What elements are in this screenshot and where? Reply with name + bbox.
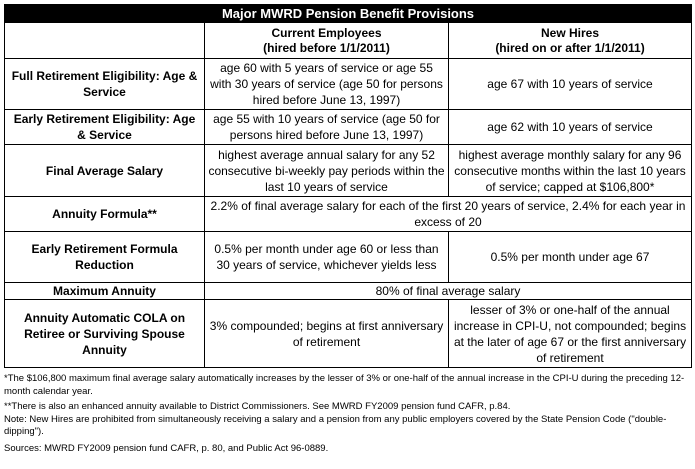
row-label-maximum-annuity: Maximum Annuity [4, 282, 205, 300]
table-row: Early Retirement Eligibility: Age & Serv… [4, 109, 693, 145]
table-row: Maximum Annuity 80% of final average sal… [4, 282, 693, 300]
table-title-row: Major MWRD Pension Benefit Provisions [3, 4, 693, 23]
row-label-final-average-salary: Final Average Salary [4, 144, 205, 197]
cell-early-retirement-current: age 55 with 10 years of service (age 50 … [204, 109, 449, 145]
pension-table-container: Major MWRD Pension Benefit Provisions Cu… [3, 4, 693, 368]
cell-early-retirement-reduction-current: 0.5% per month under age 60 or less than… [204, 231, 449, 283]
footnote-sources: Sources: MWRD FY2009 pension fund CAFR, … [4, 442, 329, 454]
table-row: Final Average Salary highest average ann… [4, 144, 693, 197]
row-label-early-retirement: Early Retirement Eligibility: Age & Serv… [4, 109, 205, 145]
header-new-line1: New Hires [540, 25, 600, 40]
footnote-double-dipping: Note: New Hires are prohibited from simu… [4, 413, 667, 438]
table-row: Early Retirement Formula Reduction 0.5% … [4, 231, 693, 283]
header-current-line2: (hired before 1/1/2011) [263, 40, 390, 55]
pension-provisions-table: Major MWRD Pension Benefit Provisions Cu… [3, 4, 693, 368]
table-row: Annuity Formula** 2.2% of final average … [4, 196, 693, 232]
header-current-line1: Current Employees [271, 25, 382, 40]
table-row: Annuity Automatic COLA on Retiree or Sur… [4, 299, 693, 368]
cell-annuity-cola-new: lesser of 3% or one-half of the annual i… [447, 299, 693, 368]
header-new-hires: New Hires (hired on or after 1/1/2011) [447, 22, 693, 59]
cell-full-retirement-new: age 67 with 10 years of service [447, 58, 693, 110]
row-label-annuity-cola: Annuity Automatic COLA on Retiree or Sur… [4, 299, 205, 368]
header-new-line2: (hired on or after 1/1/2011) [495, 40, 645, 55]
cell-maximum-annuity-merged: 80% of final average salary [203, 282, 693, 300]
cell-full-retirement-current: age 60 with 5 years of service or age 55… [204, 58, 449, 110]
row-label-early-retirement-reduction: Early Retirement Formula Reduction [4, 231, 205, 283]
empty-header-cell [4, 22, 205, 59]
cell-early-retirement-new: age 62 with 10 years of service [447, 109, 693, 145]
cell-final-average-salary-new: highest average monthly salary for any 9… [447, 144, 693, 197]
table-title: Major MWRD Pension Benefit Provisions [3, 4, 693, 23]
row-label-annuity-formula: Annuity Formula** [4, 196, 205, 232]
header-current-employees: Current Employees (hired before 1/1/2011… [204, 22, 449, 59]
footnote-salary-cap: *The $106,800 maximum final average sala… [4, 373, 685, 397]
cell-early-retirement-reduction-new: 0.5% per month under age 67 [447, 231, 693, 283]
cell-final-average-salary-current: highest average annual salary for any 52… [204, 144, 449, 197]
table-row: Full Retirement Eligibility: Age & Servi… [4, 58, 693, 110]
cell-annuity-cola-current: 3% compounded; begins at first anniversa… [204, 299, 449, 368]
column-header-row: Current Employees (hired before 1/1/2011… [4, 22, 693, 59]
footnotes: *The $106,800 maximum final average sala… [4, 373, 691, 456]
footnote-enhanced-annuity: **There is also an enhanced annuity avai… [4, 401, 511, 413]
cell-annuity-formula-merged: 2.2% of final average salary for each of… [203, 196, 693, 232]
row-label-full-retirement: Full Retirement Eligibility: Age & Servi… [4, 58, 205, 110]
